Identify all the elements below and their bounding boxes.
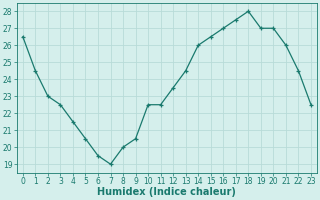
X-axis label: Humidex (Indice chaleur): Humidex (Indice chaleur)	[98, 187, 236, 197]
